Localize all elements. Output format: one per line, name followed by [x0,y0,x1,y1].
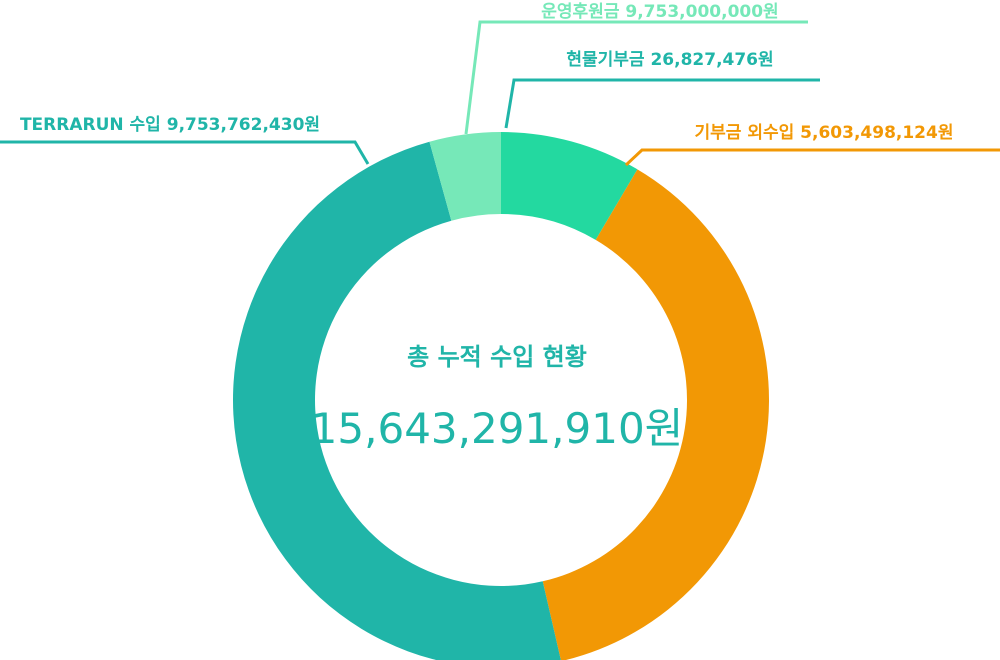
center-title: 총 누적 수입 현황 [407,343,587,371]
callout-line-donation [626,150,1000,165]
callout-line-operation [466,22,808,134]
label-goods: 현물기부금 26,827,476원 [566,50,773,70]
slice-terrarun [233,142,561,660]
callout-line-terrarun [0,142,368,164]
donut-slices [233,132,769,660]
label-operation: 운영후원금 9,753,000,000원 [541,1,778,22]
callout-line-goods [506,80,820,128]
center-total: 15,643,291,910원 [311,404,684,453]
label-terrarun: TERRARUN 수입 9,753,762,430원 [20,115,320,135]
label-donation: 기부금 외수입 5,603,498,124원 [695,123,954,143]
